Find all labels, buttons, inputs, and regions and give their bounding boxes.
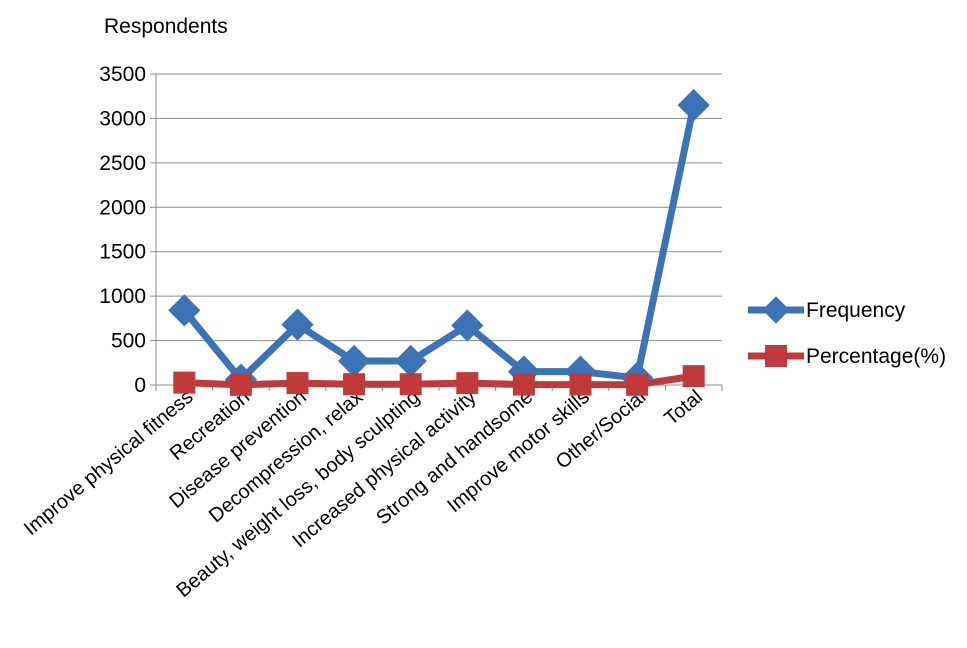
- data-point: [569, 373, 592, 396]
- y-tick-label: 500: [111, 330, 146, 353]
- y-tick-label: 1500: [99, 241, 146, 264]
- x-tick-label: Total: [660, 386, 707, 430]
- data-point: [399, 373, 422, 396]
- legend: Frequency Percentage(%): [748, 296, 946, 368]
- y-axis-title: Respondents: [104, 15, 228, 38]
- data-point: [173, 371, 196, 394]
- data-point: [394, 344, 427, 378]
- data-point: [286, 372, 309, 395]
- data-point: [229, 373, 252, 396]
- series-group: [168, 88, 710, 396]
- data-point: [677, 88, 710, 122]
- x-tick-label: Improve physical fitness: [20, 386, 198, 540]
- y-tick-label: 3500: [99, 63, 146, 86]
- legend-item: Frequency: [748, 296, 906, 324]
- data-point: [168, 294, 201, 327]
- series-line: [184, 372, 695, 389]
- data-point: [512, 373, 535, 396]
- series-percentage: [173, 365, 705, 396]
- y-tick-label: 2500: [99, 152, 146, 175]
- data-point: [456, 372, 479, 395]
- x-tick-labels: Improve physical fitnessRecreationDiseas…: [20, 386, 707, 602]
- data-point: [762, 296, 790, 324]
- data-point: [337, 344, 371, 378]
- y-tick-label: 0: [134, 374, 146, 397]
- data-point: [564, 355, 597, 388]
- series-frequency: [168, 88, 710, 396]
- legend-label: Percentage(%): [806, 345, 946, 368]
- y-tick-label: 3000: [99, 107, 146, 130]
- data-point: [626, 373, 649, 396]
- data-point: [682, 365, 705, 388]
- data-point: [343, 373, 366, 396]
- y-tick-label: 1000: [99, 285, 146, 308]
- data-point: [451, 309, 484, 342]
- series-line: [181, 104, 698, 384]
- y-tick-label: 2000: [99, 196, 146, 219]
- y-tick-labels: 0 500 1000 1500 2000 2500 3000 3500: [99, 63, 146, 397]
- data-point: [281, 308, 314, 341]
- legend-item: Percentage(%): [748, 345, 946, 368]
- legend-label: Frequency: [806, 299, 906, 322]
- grid-lines: [156, 73, 722, 342]
- data-point: [765, 345, 787, 367]
